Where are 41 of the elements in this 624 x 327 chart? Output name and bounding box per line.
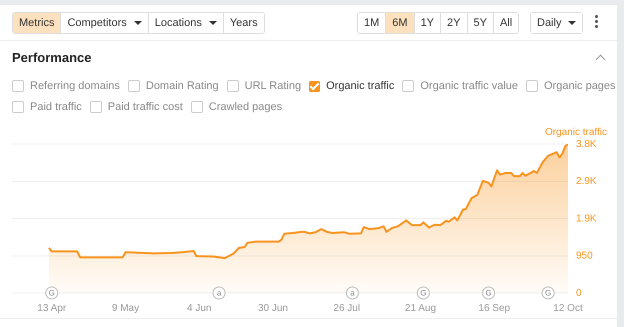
x-tick-label: 13 Apr [37,302,67,314]
text: 1Y [414,13,440,33]
text: 2Y [440,13,466,33]
text: URL Rating [244,80,302,92]
text: Competitors [60,13,148,33]
text: Metrics [13,13,60,33]
text: Organic pages [543,80,616,92]
x-tick-label: 12 Oct [553,302,583,314]
text: Organic traffic [544,126,607,138]
annotation: G [545,288,552,298]
y-tick-label: 2.9K [576,176,597,187]
text: Crawled pages [208,101,282,113]
y-tick-label: 3.8K [576,138,597,150]
annotation: a [216,288,222,298]
legend-label: Organic traffic [325,80,394,92]
chart-title: Performance [12,50,92,65]
x-tick-label: 9 May [112,302,140,314]
annotation: G [485,288,492,298]
annotation: a [350,288,356,298]
text: Years [222,13,264,33]
x-tick-label: 26 Jul [333,302,360,314]
text: Organic traffic value [419,80,518,92]
text: 1M [358,13,386,33]
text: Paid traffic cost [106,101,183,113]
text: Locations [148,13,223,33]
x-tick-label: 21 Aug [404,302,436,314]
annotation: G [48,288,55,298]
text: 6M [385,13,414,33]
text: Referring domains [29,80,120,92]
x-tick-label: 4 Jun [186,302,212,314]
x-tick-label: 16 Sep [478,302,511,314]
text: Paid traffic [29,101,82,113]
y-tick-label: 0 [576,288,582,299]
annotation: G [420,288,426,298]
text: Daily [531,13,582,33]
y-tick-label: 1.9K [576,213,597,224]
y-tick-label: 950 [576,250,594,262]
text: Domain Rating [144,80,219,92]
text: All [492,13,518,33]
x-tick-label: 30 Jun [258,302,288,314]
text: 5Y [466,13,493,33]
